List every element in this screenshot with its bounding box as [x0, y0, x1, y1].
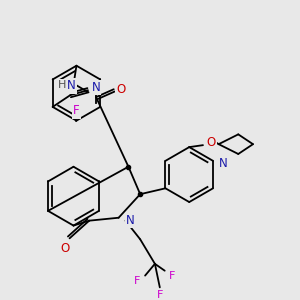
Text: N: N	[92, 81, 100, 94]
Text: F: F	[157, 290, 163, 300]
Text: C: C	[69, 83, 76, 93]
Text: O: O	[206, 136, 215, 149]
Text: F: F	[134, 277, 140, 286]
Text: N: N	[126, 214, 135, 227]
Text: H: H	[58, 80, 66, 90]
Text: F: F	[169, 271, 176, 281]
Text: F: F	[73, 104, 80, 117]
Text: N: N	[67, 79, 76, 92]
Text: O: O	[116, 83, 125, 96]
Text: N: N	[218, 157, 227, 170]
Text: O: O	[60, 242, 69, 255]
